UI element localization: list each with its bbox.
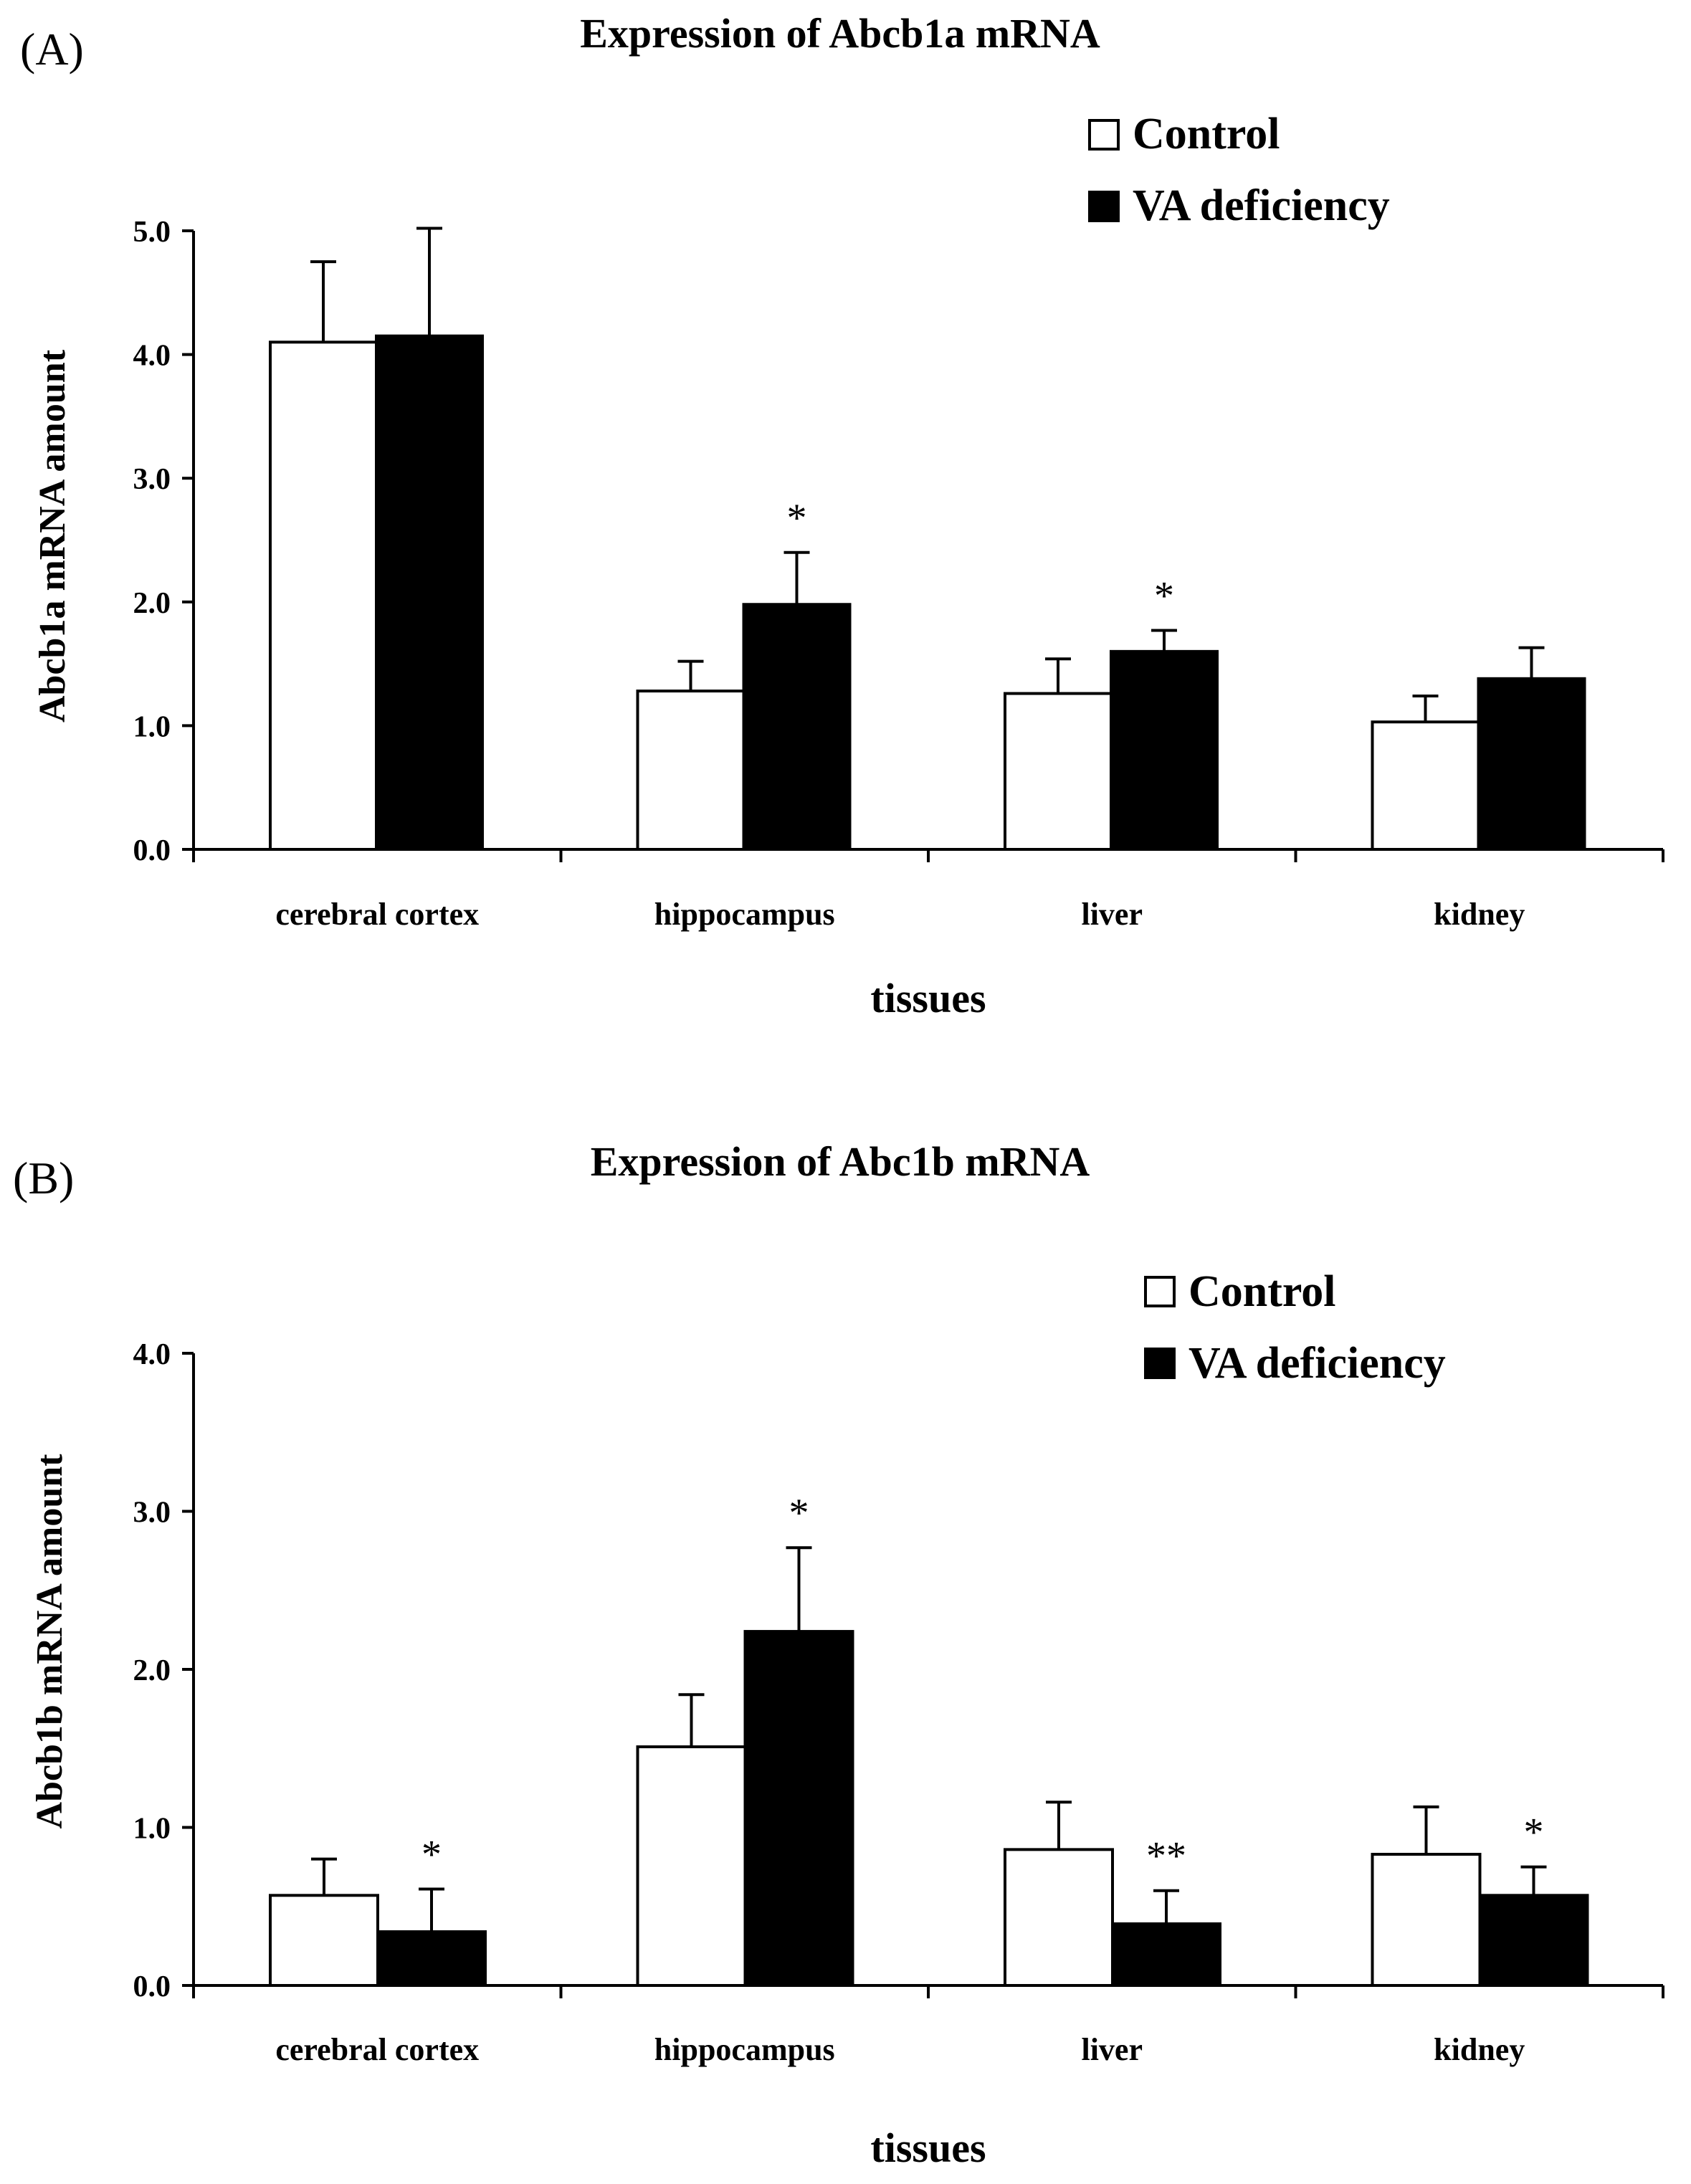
panel-b-legend-label-control: Control — [1189, 1267, 1336, 1316]
panel-b-legend: Control VA deficiency — [1144, 1267, 1446, 1388]
panel-b-bar-0-3 — [1371, 1852, 1482, 1988]
panel-b-category-label-3: kidney — [1434, 2032, 1525, 2067]
panel-b-bar-1-0 — [376, 1930, 487, 1988]
panel-a-label: (A) — [20, 24, 84, 75]
panel-a-legend-label-control: Control — [1133, 110, 1280, 158]
panel-a-y-tick-label-4: 4.0 — [133, 340, 171, 373]
panel-b-legend-swatch-va — [1144, 1348, 1176, 1379]
panel-a-legend-label-va: VA deficiency — [1133, 181, 1390, 230]
panel-a-bar-1-0 — [375, 334, 484, 851]
panel-a-category-label-1: hippocampus — [654, 897, 835, 932]
panel-a-legend-swatch-control — [1088, 119, 1120, 151]
panel-b-plot: * cerebral cortex * hippocampus ** liver * kidn… — [133, 1338, 1664, 2067]
panel-b-label: (B) — [13, 1153, 74, 1203]
panel-b-significance-1-3: * — [1524, 1811, 1544, 1855]
panel-a-bar-0-0 — [269, 340, 378, 851]
panel-a-y-tick-label-2: 2.0 — [133, 587, 171, 620]
panel-a-bar-0-3 — [1371, 720, 1480, 851]
panel-b-y-tick-label-4: 4.0 — [133, 1338, 171, 1371]
panel-a-y-axis-title: Abcb1a mRNA amount — [32, 349, 73, 723]
panel-a-title: Expression of Abcb1a mRNA — [580, 10, 1100, 57]
panel-b-bar-1-2 — [1111, 1922, 1221, 1987]
panel-a-y-tick-label-1: 1.0 — [133, 710, 171, 743]
panel-b-legend-swatch-control — [1144, 1276, 1176, 1307]
panel-a-y-tick-label-5: 5.0 — [133, 216, 171, 249]
panel-a-category-label-3: kidney — [1434, 897, 1525, 932]
panel-a-significance-1-2: * — [1154, 573, 1174, 618]
panel-a-x-axis-title: tissues — [870, 975, 986, 1021]
panel-a: (A) Expression of Abcb1a mRNA tissues Ab… — [20, 10, 1664, 1021]
panel-a-bar-0-1 — [636, 690, 746, 852]
panel-a-significance-1-1: * — [787, 496, 807, 540]
panel-b-significance-1-2: ** — [1146, 1834, 1186, 1879]
panel-b-legend-label-va: VA deficiency — [1189, 1339, 1446, 1388]
panel-b-y-tick-label-3: 3.0 — [133, 1497, 171, 1530]
panel-b-y-axis-title: Abcb1b mRNA amount — [29, 1454, 70, 1829]
panel-b-y-tick-label-1: 1.0 — [133, 1813, 171, 1846]
panel-a-category-label-2: liver — [1081, 897, 1143, 932]
panel-a-legend-swatch-va — [1088, 191, 1120, 222]
panel-b-bar-0-1 — [636, 1745, 747, 1987]
panel-b-y-tick-label-0: 0.0 — [133, 1970, 171, 2003]
panel-a-y-tick-label-0: 0.0 — [133, 834, 171, 867]
panel-b-y-tick-label-2: 2.0 — [133, 1654, 171, 1687]
panel-b-bar-1-3 — [1478, 1894, 1589, 1987]
panel-b-category-label-1: hippocampus — [654, 2032, 835, 2067]
panel-b-significance-1-0: * — [421, 1832, 442, 1877]
panel-a-y-tick-label-3: 3.0 — [133, 463, 171, 496]
panel-a-bar-1-1 — [742, 603, 852, 851]
panel-b-category-label-0: cerebral cortex — [275, 2032, 479, 2067]
panel-a-category-label-0: cerebral cortex — [275, 897, 479, 932]
panel-b-bar-1-1 — [743, 1630, 854, 1988]
panel-a-bar-1-2 — [1110, 649, 1219, 852]
panel-b-category-label-2: liver — [1081, 2032, 1143, 2067]
panel-a-bar-0-2 — [1004, 692, 1113, 851]
panel-b-x-axis-title: tissues — [870, 2125, 986, 2171]
panel-a-legend: Control VA deficiency — [1088, 110, 1390, 230]
panel-b-title: Expression of Abc1b mRNA — [591, 1138, 1090, 1185]
panel-b-bar-0-2 — [1004, 1848, 1114, 1988]
panel-b-bar-0-0 — [269, 1894, 379, 1987]
panel-b: (B) Expression of Abc1b mRNA tissues Abc… — [13, 1138, 1664, 2171]
panel-a-plot: cerebral cortex * hippocampus * liver kidney 0… — [133, 216, 1664, 932]
panel-b-significance-1-1: * — [789, 1491, 809, 1535]
panel-a-bar-1-3 — [1477, 677, 1586, 852]
